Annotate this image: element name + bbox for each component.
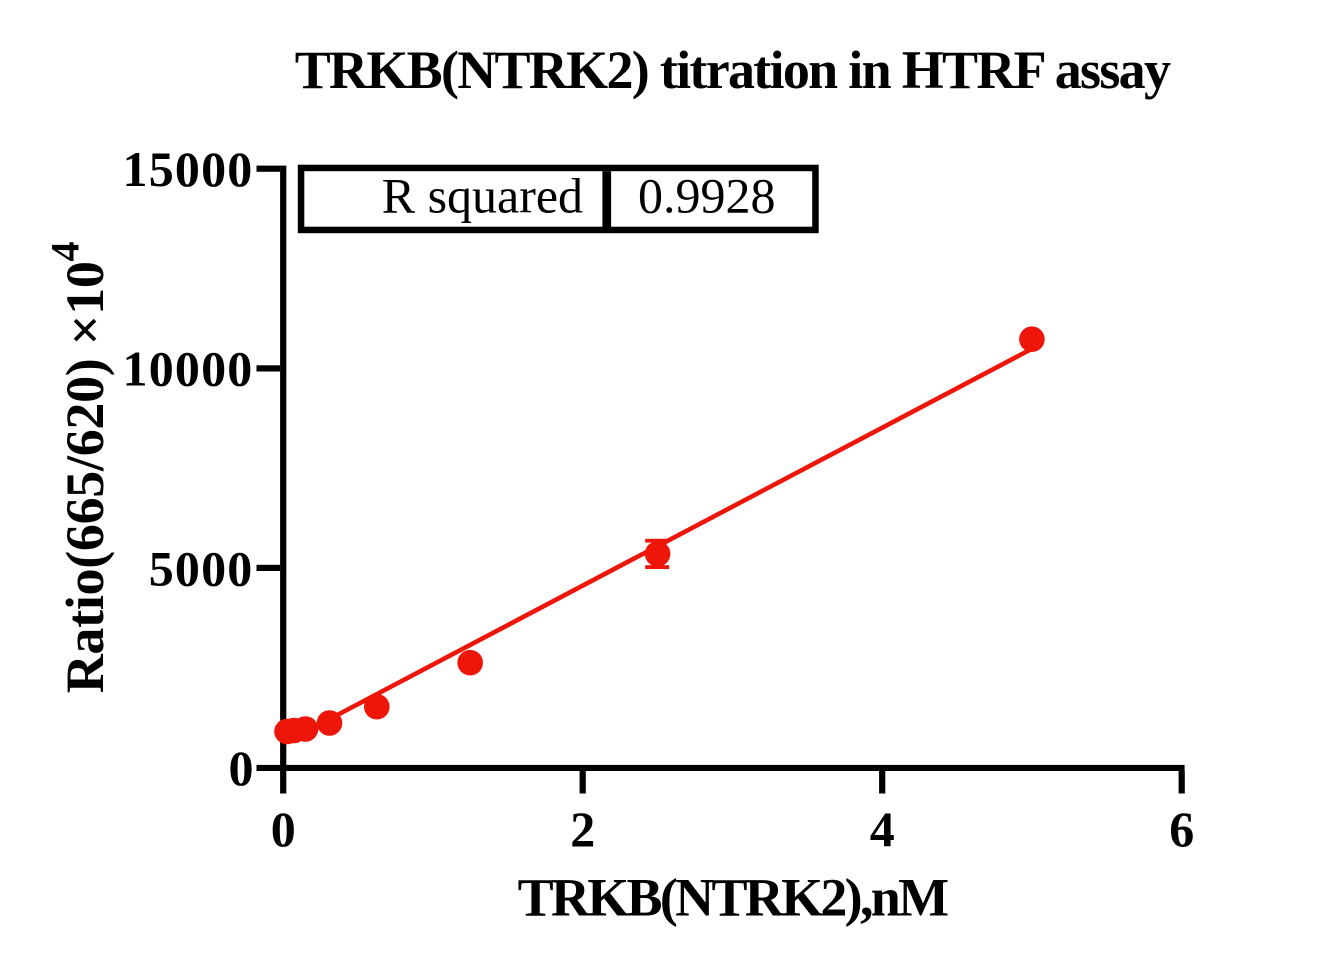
svg-text:R squared: R squared bbox=[382, 167, 583, 223]
svg-text:0: 0 bbox=[271, 801, 296, 857]
svg-text:TRKB(NTRK2) titration in HTRF: TRKB(NTRK2) titration in HTRF assay bbox=[295, 40, 1171, 100]
svg-text:0: 0 bbox=[229, 740, 254, 796]
svg-text:2: 2 bbox=[570, 801, 595, 857]
svg-text:10000: 10000 bbox=[123, 341, 254, 397]
svg-text:6: 6 bbox=[1169, 801, 1194, 857]
svg-text:5000: 5000 bbox=[149, 541, 254, 597]
svg-text:Ratio(665/620) ×104: Ratio(665/620) ×104 bbox=[43, 241, 116, 693]
svg-text:0.9928: 0.9928 bbox=[638, 167, 776, 223]
svg-text:TRKB(NTRK2),nM: TRKB(NTRK2),nM bbox=[518, 868, 948, 928]
svg-text:15000: 15000 bbox=[123, 141, 254, 197]
svg-text:4: 4 bbox=[870, 801, 895, 857]
